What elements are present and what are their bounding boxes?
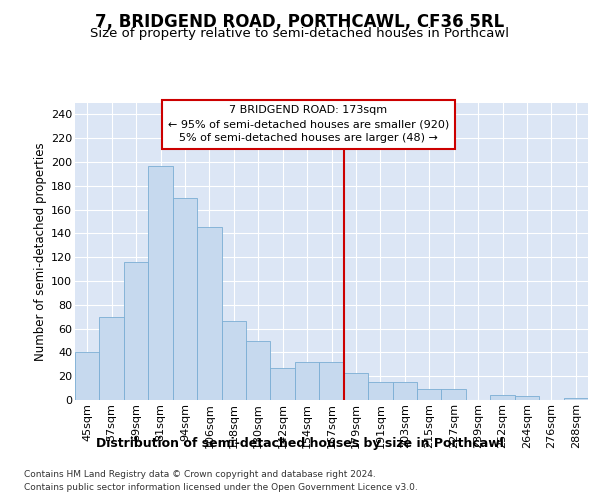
Bar [392,382,417,400]
Bar [221,322,246,400]
Bar [295,362,319,400]
Bar [442,390,466,400]
Bar [197,228,221,400]
Bar [124,262,148,400]
Bar [368,382,392,400]
Text: Contains public sector information licensed under the Open Government Licence v3: Contains public sector information licen… [24,482,418,492]
Text: Distribution of semi-detached houses by size in Porthcawl: Distribution of semi-detached houses by … [96,438,504,450]
Bar [246,340,271,400]
Text: 7 BRIDGEND ROAD: 173sqm
← 95% of semi-detached houses are smaller (920)
5% of se: 7 BRIDGEND ROAD: 173sqm ← 95% of semi-de… [168,106,449,144]
Bar [319,362,344,400]
Text: 7, BRIDGEND ROAD, PORTHCAWL, CF36 5RL: 7, BRIDGEND ROAD, PORTHCAWL, CF36 5RL [95,12,505,30]
Bar [344,372,368,400]
Bar [75,352,100,400]
Bar [563,398,588,400]
Bar [100,316,124,400]
Bar [490,395,515,400]
Text: Size of property relative to semi-detached houses in Porthcawl: Size of property relative to semi-detach… [91,28,509,40]
Bar [173,198,197,400]
Bar [148,166,173,400]
Bar [417,390,442,400]
Bar [515,396,539,400]
Y-axis label: Number of semi-detached properties: Number of semi-detached properties [34,142,47,360]
Text: Contains HM Land Registry data © Crown copyright and database right 2024.: Contains HM Land Registry data © Crown c… [24,470,376,479]
Bar [271,368,295,400]
